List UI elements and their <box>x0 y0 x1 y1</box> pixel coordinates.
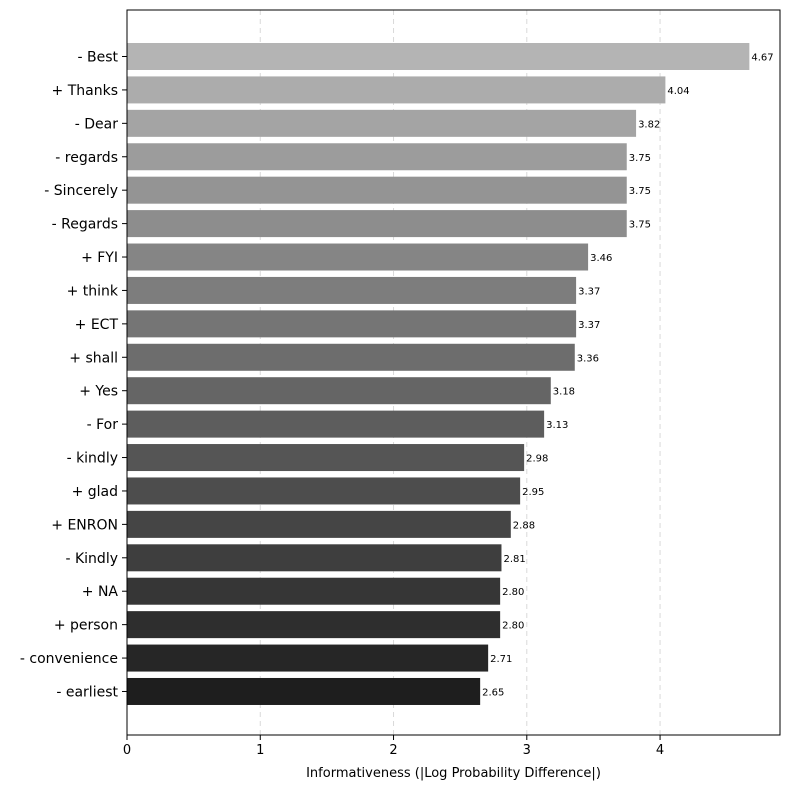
bars <box>127 43 750 705</box>
bar-value-label: 3.18 <box>553 387 575 398</box>
bar-value-label: 2.88 <box>513 520 535 531</box>
bar <box>127 310 577 338</box>
x-tick-label: 0 <box>123 743 131 758</box>
category-label: - Best <box>77 50 118 66</box>
bar <box>127 444 525 472</box>
category-label: - For <box>87 417 119 433</box>
bar <box>127 143 627 171</box>
bar-value-label: 2.81 <box>503 554 525 565</box>
x-axis-label: Informativeness (|Log Probability Differ… <box>306 766 601 781</box>
bar <box>127 544 502 572</box>
x-tick-label: 4 <box>656 743 664 758</box>
bar-value-label: 3.82 <box>638 119 660 130</box>
bar-value-label: 3.75 <box>629 186 651 197</box>
bar <box>127 410 545 438</box>
bar <box>127 611 501 639</box>
bar-value-label: 2.80 <box>502 621 524 632</box>
category-label: - kindly <box>67 451 118 467</box>
category-label: - regards <box>55 150 118 166</box>
x-tick-label: 1 <box>256 743 264 758</box>
bar-value-label: 3.36 <box>577 353 599 364</box>
bar <box>127 477 521 505</box>
bar-value-label: 3.75 <box>629 220 651 231</box>
bar <box>127 510 511 538</box>
bar-value-label: 2.65 <box>482 687 504 698</box>
category-label: + FYI <box>81 250 118 266</box>
category-label: + ECT <box>75 317 119 333</box>
bar-value-label: 2.71 <box>490 654 512 665</box>
bar-value-label: 3.37 <box>578 320 600 331</box>
category-label: - Kindly <box>65 551 118 567</box>
category-label: - Regards <box>52 217 118 233</box>
category-label: + shall <box>69 350 118 366</box>
category-label: - Sincerely <box>44 183 118 199</box>
category-label: + NA <box>82 584 119 600</box>
bar <box>127 677 481 705</box>
bar-value-label: 3.46 <box>590 253 612 264</box>
bar-value-label: 3.13 <box>546 420 568 431</box>
category-label: + person <box>54 618 118 634</box>
bar <box>127 377 551 405</box>
category-label: + ENRON <box>51 517 118 533</box>
bar-value-label: 3.75 <box>629 153 651 164</box>
category-label: - Dear <box>75 116 118 132</box>
bar <box>127 43 750 70</box>
bar <box>127 176 627 204</box>
category-label: + glad <box>72 484 118 500</box>
category-label: - earliest <box>56 684 118 700</box>
x-tick-label: 2 <box>389 743 397 758</box>
bar <box>127 577 501 605</box>
bar-value-label: 2.80 <box>502 587 524 598</box>
bar <box>127 343 575 371</box>
bar <box>127 644 489 672</box>
category-label: + Yes <box>79 384 118 400</box>
bar <box>127 76 666 104</box>
x-ticks: 0 1 2 3 4 <box>123 735 664 758</box>
bar-value-label: 4.04 <box>667 86 689 97</box>
bar-value-label: 2.98 <box>526 454 548 465</box>
plot-frame <box>126 9 781 736</box>
value-labels: 4.67 4.04 3.82 3.75 3.75 3.75 3.46 3.37 3.37 3.36… <box>482 53 773 699</box>
bar-value-label: 3.37 <box>578 286 600 297</box>
bar <box>127 109 637 137</box>
bar <box>127 210 627 238</box>
bar-value-label: 2.95 <box>522 487 544 498</box>
bar <box>127 243 589 271</box>
category-labels: - Best + Thanks - Dear - regards - Sincerely… <box>20 50 127 700</box>
x-tick-label: 3 <box>523 743 531 758</box>
category-label: - convenience <box>20 651 118 667</box>
bar-value-label: 4.67 <box>751 53 773 64</box>
category-label: + think <box>67 283 119 299</box>
category-label: + Thanks <box>52 83 118 99</box>
bar <box>127 276 577 304</box>
